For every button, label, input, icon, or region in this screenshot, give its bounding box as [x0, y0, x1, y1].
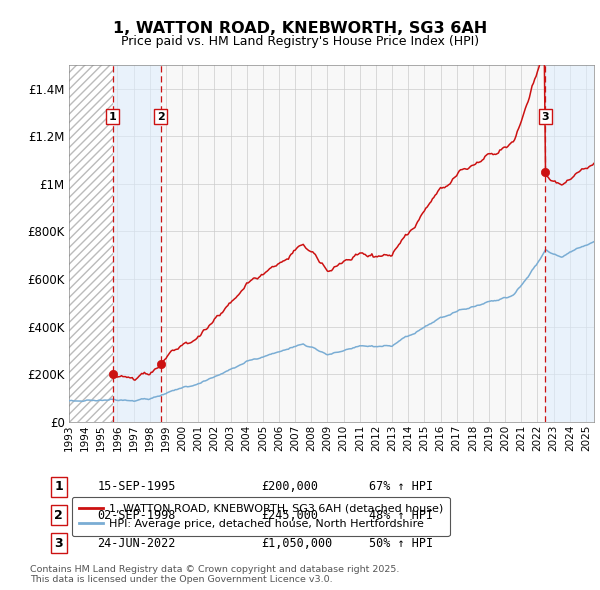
Text: 1: 1: [55, 480, 63, 493]
Text: 02-SEP-1998: 02-SEP-1998: [97, 509, 176, 522]
Text: 48% ↑ HPI: 48% ↑ HPI: [369, 509, 433, 522]
Text: 3: 3: [541, 112, 549, 122]
Text: 2: 2: [55, 509, 63, 522]
Text: 15-SEP-1995: 15-SEP-1995: [97, 480, 176, 493]
Legend: 1, WATTON ROAD, KNEBWORTH, SG3 6AH (detached house), HPI: Average price, detache: 1, WATTON ROAD, KNEBWORTH, SG3 6AH (deta…: [72, 497, 449, 536]
Text: £1,050,000: £1,050,000: [261, 537, 332, 550]
Text: Price paid vs. HM Land Registry's House Price Index (HPI): Price paid vs. HM Land Registry's House …: [121, 35, 479, 48]
Text: 1: 1: [109, 112, 116, 122]
Text: 1, WATTON ROAD, KNEBWORTH, SG3 6AH: 1, WATTON ROAD, KNEBWORTH, SG3 6AH: [113, 21, 487, 35]
Text: £200,000: £200,000: [261, 480, 318, 493]
Bar: [545, 65, 594, 422]
Text: 24-JUN-2022: 24-JUN-2022: [97, 537, 176, 550]
Text: 67% ↑ HPI: 67% ↑ HPI: [369, 480, 433, 493]
Text: 2: 2: [157, 112, 164, 122]
Text: 50% ↑ HPI: 50% ↑ HPI: [369, 537, 433, 550]
Bar: [69, 65, 113, 422]
Text: 3: 3: [55, 537, 63, 550]
Text: £245,000: £245,000: [261, 509, 318, 522]
Text: Contains HM Land Registry data © Crown copyright and database right 2025.
This d: Contains HM Land Registry data © Crown c…: [30, 565, 400, 584]
Bar: [113, 65, 161, 422]
